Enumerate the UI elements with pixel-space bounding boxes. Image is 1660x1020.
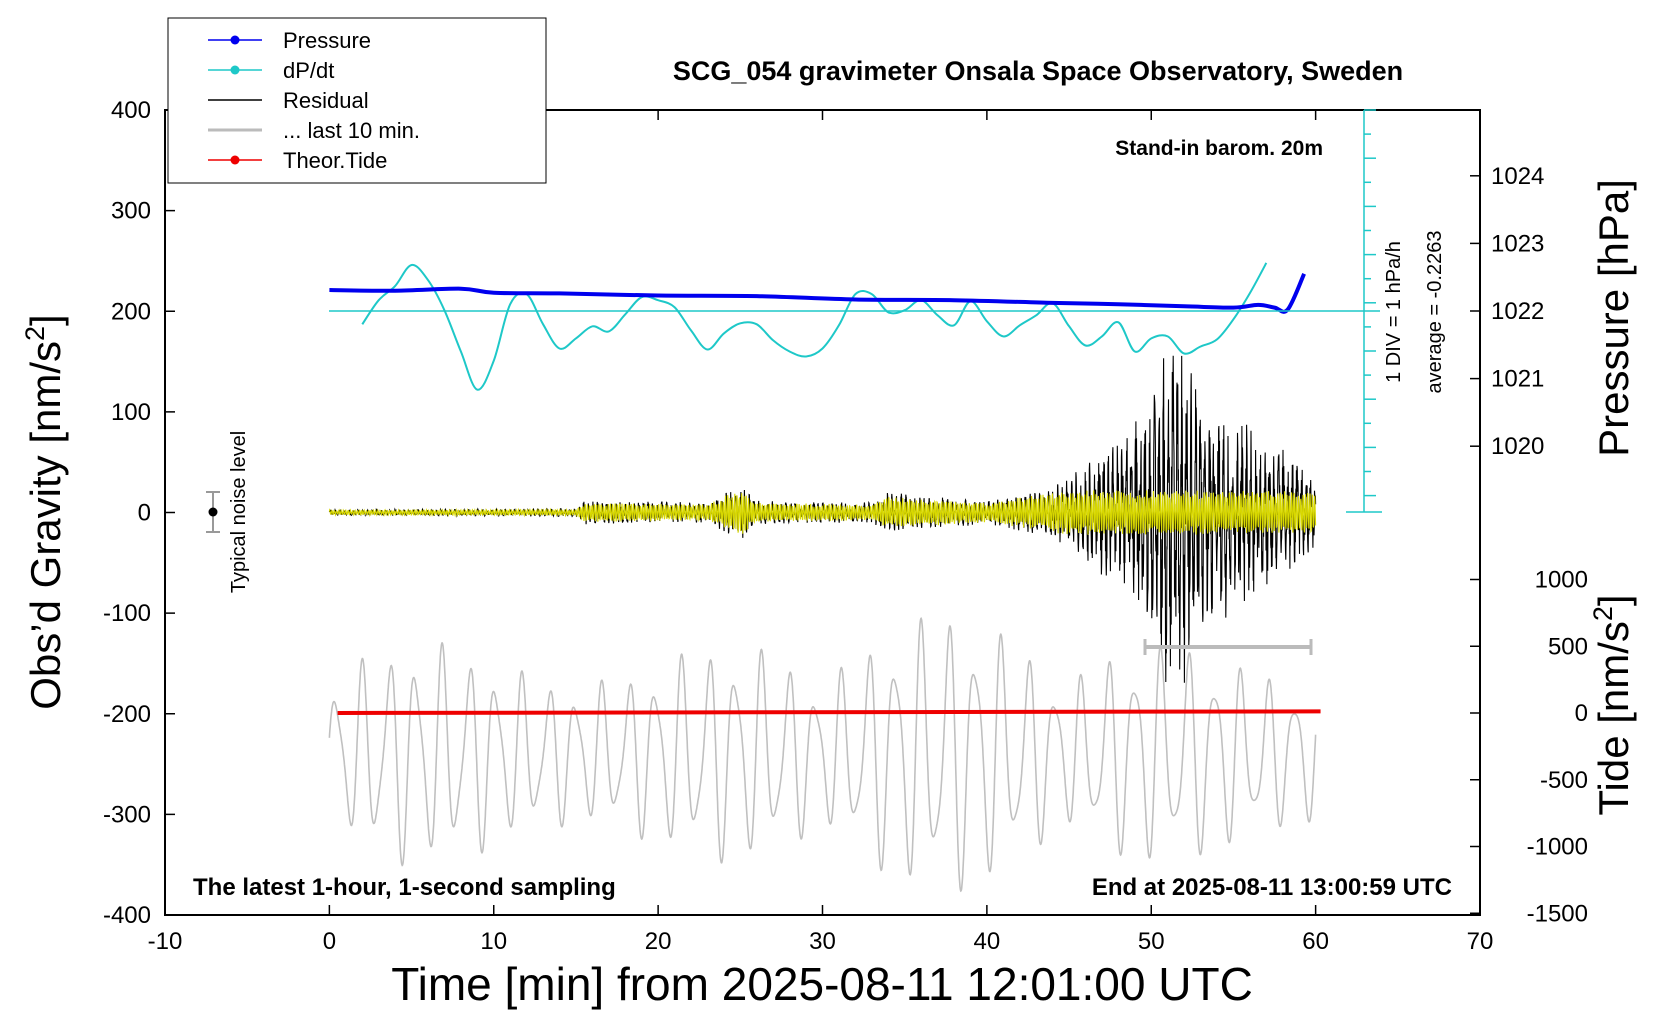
x-tick-label: 60	[1302, 928, 1329, 955]
x-tick-label: -10	[148, 928, 183, 955]
dpdt-scale-ticks	[1346, 109, 1382, 513]
y-axis-label-tide: Tide [nm/s2]	[1588, 594, 1637, 815]
y-tick-label: 0	[138, 500, 151, 527]
y-tick-label: 100	[111, 399, 151, 426]
series-residual-filtered	[328, 490, 1317, 535]
pressure-tick-label: 1021	[1491, 366, 1544, 393]
y-tick-label: 300	[111, 198, 151, 225]
legend-marker	[230, 35, 240, 45]
dpdt-scale	[329, 109, 1382, 513]
legend-label: ... last 10 min.	[283, 118, 420, 143]
div-note: 1 DIV = 1 hPa/h	[1383, 241, 1405, 383]
legend-marker	[230, 65, 240, 75]
noise-bar	[206, 491, 220, 533]
tide-tick-label: -1500	[1527, 900, 1588, 927]
x-tick-label: 0	[323, 928, 336, 955]
y-tick-label: -200	[103, 701, 151, 728]
pressure-tick-label: 1022	[1491, 298, 1544, 325]
legend-label: Theor.Tide	[283, 148, 387, 173]
noise-label: Typical noise level	[228, 431, 250, 593]
x-tick-label: 70	[1467, 928, 1494, 955]
barom-note: Stand-in barom. 20m	[1115, 137, 1323, 160]
x-tick-label: 40	[974, 928, 1001, 955]
axis-ticks: -10 0 10 20 30 40 50 60 70-400-300-200-100010020…	[103, 97, 1588, 955]
pressure-tick-label: 1020	[1491, 433, 1544, 460]
tide-tick-label: 500	[1548, 633, 1588, 660]
average-note: average = -0.2263	[1424, 231, 1446, 394]
chart-title: SCG_054 gravimeter Onsala Space Observat…	[673, 56, 1403, 86]
tide-tick-label: 1000	[1535, 567, 1588, 594]
y-tick-label: -300	[103, 801, 151, 828]
pressure-tick-label: 1023	[1491, 230, 1544, 257]
end-note: End at 2025-08-11 13:00:59 UTC	[1092, 874, 1452, 901]
x-tick-label: 30	[809, 928, 836, 955]
legend-label: dP/dt	[283, 58, 334, 83]
series-last-10-min	[328, 617, 1317, 893]
legend-items: Pressure dP/dt Residual ... last 10 min. The…	[208, 28, 420, 173]
legend-label: Residual	[283, 88, 369, 113]
series-tide	[337, 709, 1321, 715]
legend-marker	[230, 155, 240, 165]
y-tick-label: 400	[111, 97, 151, 124]
x-tick-label: 10	[480, 928, 507, 955]
tide-tick-label: -500	[1540, 767, 1588, 794]
series-dpdt	[361, 262, 1268, 391]
x-tick-label: 50	[1138, 928, 1165, 955]
legend: Pressure dP/dt Residual ... last 10 min. The…	[167, 17, 547, 184]
pressure-tick-label: 1024	[1491, 163, 1544, 190]
y-axis-label-gravity: Obs’d Gravity [nm/s2]	[20, 314, 69, 709]
y-tick-label: -100	[103, 600, 151, 627]
x-tick-label: 20	[645, 928, 672, 955]
series-pressure	[329, 272, 1306, 314]
series-group	[328, 262, 1321, 893]
x-axis-label: Time [min] from 2025-08-11 12:01:00 UTC	[391, 958, 1253, 1010]
latest-note: The latest 1-hour, 1-second sampling	[193, 874, 616, 901]
last-10-min-bracket	[1143, 639, 1313, 655]
y-axis-label-pressure: Pressure [hPa]	[1590, 179, 1637, 457]
y-tick-label: 200	[111, 298, 151, 325]
tide-tick-label: 0	[1575, 700, 1588, 727]
legend-label: Pressure	[283, 28, 371, 53]
tide-tick-label: -1000	[1527, 834, 1588, 861]
y-tick-label: -400	[103, 902, 151, 929]
